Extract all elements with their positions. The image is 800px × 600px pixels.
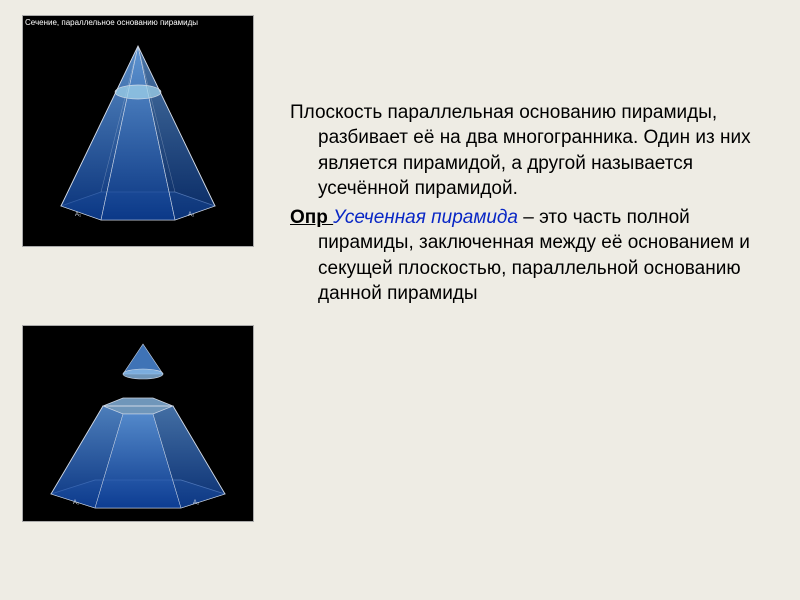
def-term: Усеченная пирамида	[333, 207, 518, 228]
pyramid-full-svg: A₁ A₂	[23, 16, 253, 246]
svg-text:A₁: A₁	[73, 500, 79, 506]
svg-text:A₁: A₁	[75, 212, 81, 218]
text-block: Плоскость параллельная основанию пирамид…	[290, 100, 770, 310]
paragraph-definition: Опр Усеченная пирамида – это часть полно…	[290, 205, 770, 306]
svg-text:A₂: A₂	[188, 212, 195, 218]
frustum-svg: A₁ A₂	[23, 326, 253, 521]
paragraph-1: Плоскость параллельная основанию пирамид…	[290, 100, 770, 201]
svg-text:A₂: A₂	[193, 500, 200, 506]
def-lead: Опр	[290, 207, 333, 228]
figure-pyramid-full: Сечение, параллельное основанию пирамиды	[22, 15, 254, 247]
slide: Сечение, параллельное основанию пирамиды	[0, 0, 800, 600]
figure-frustum: A₁ A₂	[22, 325, 254, 522]
